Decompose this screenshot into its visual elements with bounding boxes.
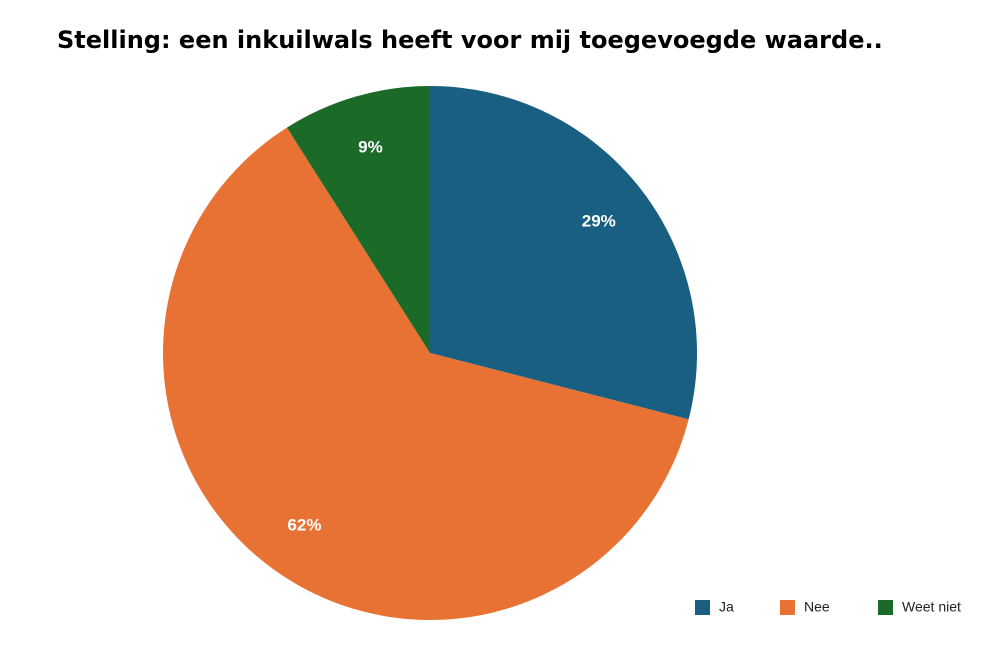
legend-swatch xyxy=(878,600,893,615)
legend-label: Ja xyxy=(719,599,734,615)
legend-label: Nee xyxy=(804,599,830,615)
legend-label: Weet niet xyxy=(902,599,961,615)
pie-slice xyxy=(430,86,697,420)
data-label: 29% xyxy=(582,212,616,231)
data-label: 62% xyxy=(287,515,321,534)
data-label: 9% xyxy=(358,137,383,156)
chart-title: Stelling: een inkuilwals heeft voor mij … xyxy=(57,26,883,54)
legend-swatch xyxy=(695,600,710,615)
pie-slice xyxy=(286,86,430,353)
legend-swatch xyxy=(780,600,795,615)
pie-slice xyxy=(163,127,689,620)
